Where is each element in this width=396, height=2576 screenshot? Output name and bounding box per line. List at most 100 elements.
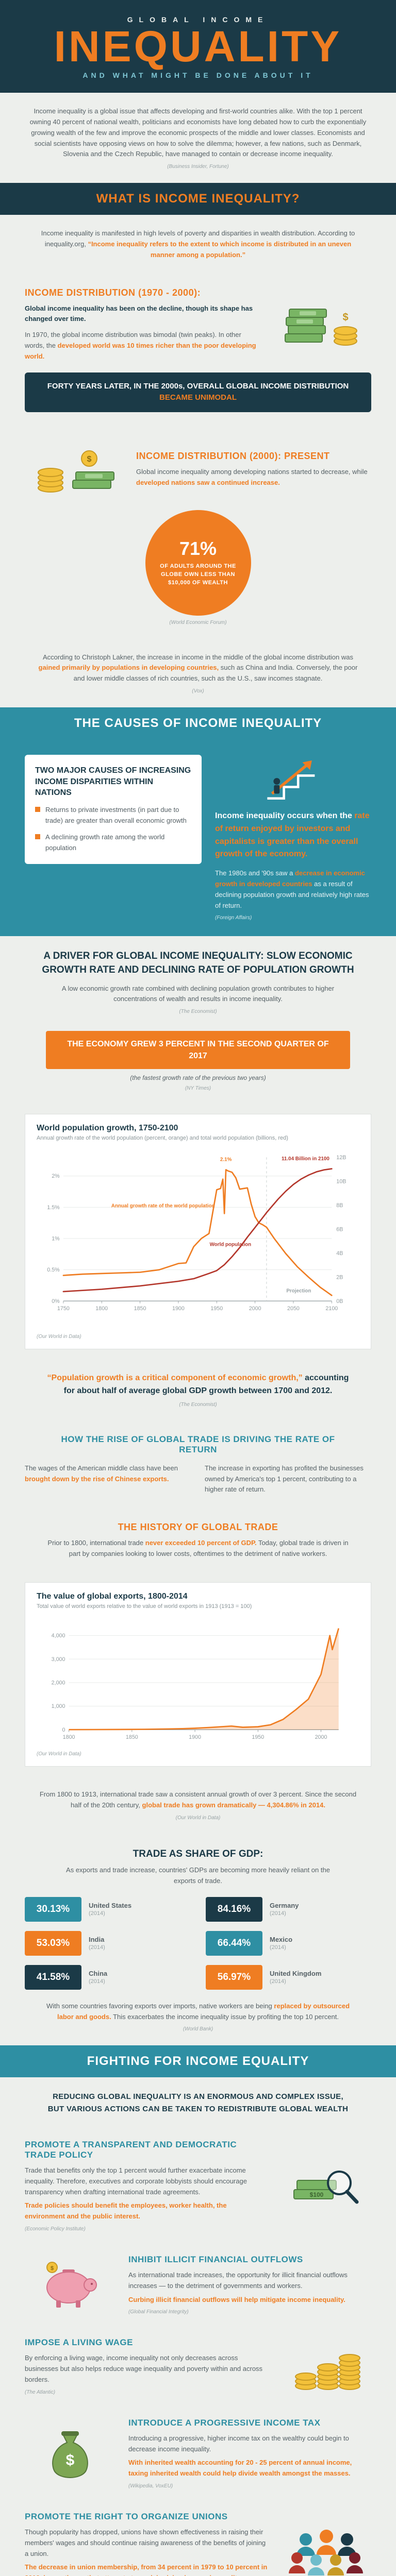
definition-quote: “Income inequality refers to the extent … bbox=[88, 240, 352, 259]
svg-text:$: $ bbox=[342, 312, 348, 323]
lakner-section: According to Christoph Lakner, the incre… bbox=[0, 639, 396, 707]
trade-growth-note-source: (Our World in Data) bbox=[175, 1815, 221, 1821]
economy-badge-section: THE ECONOMY GREW 3 PERCENT IN THE SECOND… bbox=[0, 1028, 396, 1105]
stat-label: Germany bbox=[270, 1902, 299, 1910]
causes-1980s-highlight: decrease in economic growth in developed… bbox=[215, 869, 365, 888]
action-highlight: With inherited wealth accounting for 20 … bbox=[128, 2459, 352, 2478]
svg-text:0.5%: 0.5% bbox=[47, 1267, 60, 1274]
svg-text:0%: 0% bbox=[52, 1298, 60, 1304]
intro-text: Income inequality is a global issue that… bbox=[29, 107, 367, 158]
action-illicit-outflows: INHIBIT ILLICIT FINANCIAL OUTFLOWS As in… bbox=[0, 2243, 396, 2326]
action-title: IMPOSE A LIVING WAGE bbox=[25, 2337, 133, 2348]
svg-text:World population: World population bbox=[210, 1242, 252, 1248]
lakner-pre: According to Christoph Lakner, the incre… bbox=[43, 653, 353, 661]
forty-years-box-pre: FORTY YEARS LATER, IN THE 2000s, OVERALL… bbox=[47, 381, 349, 391]
two-major-causes-title: TWO MAJOR CAUSES OF INCREASING INCOME DI… bbox=[35, 766, 191, 798]
trade-gdp-outro-pre: With some countries favoring exports ove… bbox=[46, 2002, 274, 2010]
svg-text:3,000: 3,000 bbox=[52, 1656, 65, 1663]
action-source: (Global Financial Integrity) bbox=[128, 2309, 189, 2315]
svg-text:1%: 1% bbox=[52, 1236, 60, 1242]
svg-text:1900: 1900 bbox=[172, 1306, 185, 1312]
band-what-is-income-inequality: WHAT IS INCOME INEQUALITY? bbox=[0, 183, 396, 215]
population-quote-rest: accounting for about half of average glo… bbox=[63, 1374, 349, 1395]
stat-year: (2014) bbox=[89, 1978, 105, 1985]
two-major-causes-card: TWO MAJOR CAUSES OF INCREASING INCOME DI… bbox=[25, 754, 202, 864]
fighting-lead-section: REDUCING GLOBAL INEQUALITY IS AN ENORMOU… bbox=[0, 2077, 396, 2128]
stat-label: United Kingdom bbox=[270, 1970, 322, 1978]
exports-chart-title: The value of global exports, 1800-2014 bbox=[37, 1591, 188, 1601]
trade-stat-united-states: 30.13% United States (2014) bbox=[25, 1896, 190, 1922]
population-growth-chart-card: World population growth, 1750-2100 Annua… bbox=[25, 1114, 371, 1350]
dist-1970-lead: Global income inequality has been on the… bbox=[25, 304, 253, 323]
income-distribution-1970-section: INCOME DISTRIBUTION (1970 - 2000): Globa… bbox=[0, 274, 396, 426]
svg-text:2.1%: 2.1% bbox=[220, 1157, 232, 1163]
action-body: As international trade increases, the op… bbox=[128, 2270, 348, 2290]
stat-value: 84.16% bbox=[206, 1896, 262, 1922]
stat-value: 30.13% bbox=[25, 1896, 81, 1922]
svg-text:1,000: 1,000 bbox=[52, 1703, 65, 1709]
bullet-square-icon bbox=[35, 806, 40, 812]
svg-text:$: $ bbox=[87, 455, 92, 464]
svg-text:1800: 1800 bbox=[95, 1306, 108, 1312]
population-quote-source: (The Economist) bbox=[179, 1401, 217, 1408]
header-kicker: GLOBAL INCOME bbox=[127, 15, 269, 24]
rising-stairs-icon bbox=[215, 755, 371, 805]
causes-statement-pre: Income inequality occurs when the bbox=[215, 811, 355, 820]
svg-text:$: $ bbox=[65, 2452, 74, 2469]
population-chart-title: World population growth, 1750-2100 bbox=[37, 1124, 178, 1133]
svg-text:0: 0 bbox=[62, 1727, 65, 1733]
definition-section: Income inequality is manifested in high … bbox=[0, 215, 396, 274]
svg-text:12B: 12B bbox=[336, 1155, 346, 1161]
trade-history-title: THE HISTORY OF GLOBAL TRADE bbox=[118, 1522, 278, 1533]
action-title: PROMOTE A TRANSPARENT AND DEMOCRATIC TRA… bbox=[25, 2139, 237, 2160]
wealth-stat-value: 71% bbox=[179, 538, 217, 560]
svg-text:8B: 8B bbox=[336, 1202, 343, 1209]
population-chart-source: (Our World in Data) bbox=[37, 1334, 81, 1340]
trade-history-post: Today, global trade is driven in part by… bbox=[69, 1539, 349, 1557]
coin-stacks-icon bbox=[281, 2341, 371, 2392]
money-bag-icon: $ bbox=[25, 2425, 115, 2482]
union-people-icon bbox=[281, 2524, 371, 2576]
trade-stat-germany: 84.16% Germany (2014) bbox=[206, 1896, 371, 1922]
stat-label: Mexico bbox=[270, 1936, 293, 1944]
header: GLOBAL INCOME INEQUALITY AND WHAT MIGHT … bbox=[0, 0, 396, 93]
trade-gdp-source: (World Bank) bbox=[183, 2026, 213, 2032]
action-source: (Wikipedia, VoxEU) bbox=[128, 2483, 173, 2489]
stat-year: (2014) bbox=[89, 1910, 105, 1917]
driver-title: A DRIVER FOR GLOBAL INCOME INEQUALITY: S… bbox=[42, 951, 354, 975]
money-stacks-icon: $ bbox=[273, 294, 371, 355]
action-trade-policy: PROMOTE A TRANSPARENT AND DEMOCRATIC TRA… bbox=[0, 2128, 396, 2243]
trade-growth-note: From 1800 to 1913, international trade s… bbox=[38, 1789, 358, 1811]
stat-value: 56.97% bbox=[206, 1964, 262, 1990]
svg-text:10B: 10B bbox=[336, 1179, 346, 1185]
dist-1970-title: INCOME DISTRIBUTION (1970 - 2000): bbox=[25, 287, 201, 298]
causes-section: TWO MAJOR CAUSES OF INCREASING INCOME DI… bbox=[0, 739, 396, 937]
stat-year: (2014) bbox=[270, 1910, 286, 1917]
action-body: By enforcing a living wage, income inequ… bbox=[25, 2354, 263, 2383]
trade-history-highlight: never exceeded 10 percent of GDP. bbox=[145, 1539, 257, 1547]
action-title: INTRODUCE A PROGRESSIVE INCOME TAX bbox=[128, 2417, 321, 2428]
svg-text:1800: 1800 bbox=[63, 1734, 75, 1740]
svg-text:$: $ bbox=[50, 2265, 53, 2272]
svg-text:1850: 1850 bbox=[126, 1734, 138, 1740]
svg-text:1950: 1950 bbox=[252, 1734, 264, 1740]
lakner-source: (Vox) bbox=[192, 688, 204, 694]
trade-rise-p1-pre: The wages of the American middle class h… bbox=[25, 1464, 178, 1472]
trade-rise-p2: The increase in exporting has profited t… bbox=[205, 1464, 364, 1494]
dist-2000-body: Global income inequality among developin… bbox=[136, 467, 371, 488]
causes-1980s-text: The 1980s and '90s saw a decrease in eco… bbox=[215, 868, 371, 911]
stat-label: India bbox=[89, 1936, 105, 1944]
cause-bullet-2: A declining growth rate among the world … bbox=[35, 832, 191, 854]
action-highlight: The decrease in union membership, from 3… bbox=[25, 2563, 268, 2576]
svg-text:2050: 2050 bbox=[287, 1306, 300, 1312]
dist-1970-body-highlight: developed world was 10 times richer than… bbox=[25, 341, 256, 360]
intro-source: (Business Insider, Fortune) bbox=[167, 164, 229, 170]
lakner-post: such as China and India. Conversely, the… bbox=[73, 664, 358, 683]
page-title: INEQUALITY bbox=[54, 22, 342, 71]
definition-text: Income inequality is manifested in high … bbox=[38, 228, 358, 260]
svg-text:4B: 4B bbox=[336, 1250, 343, 1257]
economy-growth-badge: THE ECONOMY GREW 3 PERCENT IN THE SECOND… bbox=[46, 1031, 350, 1070]
svg-text:1950: 1950 bbox=[210, 1306, 223, 1312]
population-quote-highlight: “Population growth is a critical compone… bbox=[47, 1374, 303, 1383]
